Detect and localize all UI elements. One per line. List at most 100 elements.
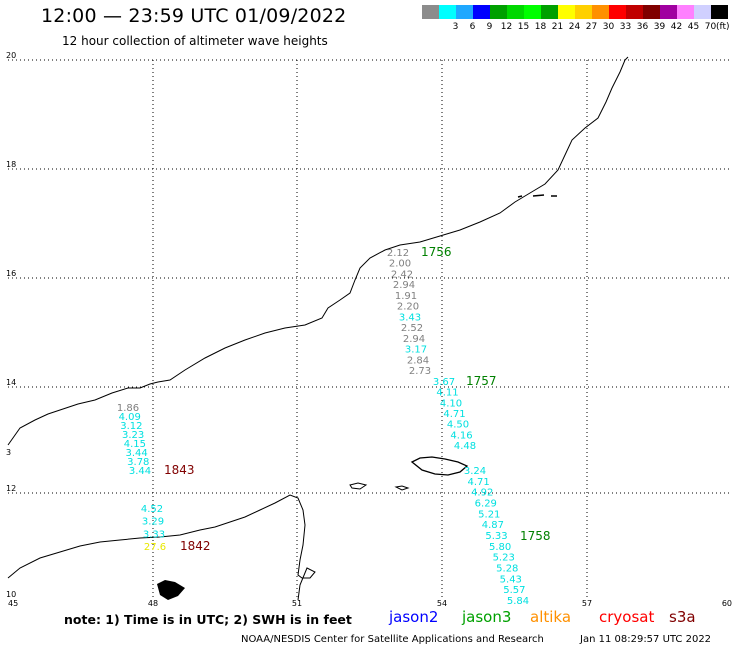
page-subtitle: 12 hour collection of altimeter wave hei… <box>62 34 328 48</box>
legend-label: 24 <box>568 22 581 32</box>
legend-label: 27 <box>585 22 598 32</box>
lon-tick-label: 48 <box>148 599 158 608</box>
wave-height-value: 3.29 <box>142 517 164 528</box>
lat-tick-label: 3 <box>6 448 11 457</box>
wave-height-value: 2.20 <box>397 302 419 313</box>
legend-label: 18 <box>534 22 547 32</box>
wave-height-value: 3.17 <box>405 345 427 356</box>
wave-height-value: 4.92 <box>471 488 493 499</box>
legend-label: 21 <box>551 22 564 32</box>
wave-height-value: 2.12 <box>387 248 409 259</box>
pass-time-label: 1843 <box>164 463 195 477</box>
legend-label: 12 <box>500 22 513 32</box>
legend-swatch <box>541 5 558 19</box>
axis-labels: 45 48 51 54 57 60 10 12 14 16 18 20 3 <box>6 51 732 608</box>
altimeter-track: 4.52 3.293.33 27.6 1842 <box>141 504 211 553</box>
wave-height-value: 5.80 <box>489 542 511 553</box>
altimeter-track: 2.122.002.422.941.912.203.432.522.943.17… <box>387 245 452 377</box>
altimeter-track: 3.244.714.926.295.214.875.335.805.235.28… <box>464 466 551 607</box>
wave-height-value: 4.71 <box>467 477 489 488</box>
lon-tick-label: 57 <box>582 599 592 608</box>
lat-tick-label: 20 <box>6 51 16 60</box>
wave-height-value: 4.50 <box>447 420 469 431</box>
credit-text: NOAA/NESDIS Center for Satellite Applica… <box>241 634 544 645</box>
island-socotra <box>410 456 469 476</box>
legend-swatch <box>558 5 575 19</box>
lat-tick-label: 18 <box>6 160 16 169</box>
wave-height-value: 3.12 <box>120 421 142 432</box>
color-legend: 3 6 9 12 15 18 21 24 27 30 33 36 39 42 45 70 (ft) <box>422 5 740 35</box>
altimeter-track: 3.674.114.104.714.504.164.48 1757 <box>433 374 497 452</box>
legend-swatch <box>439 5 456 19</box>
legend-swatch <box>422 5 439 19</box>
wave-height-value: 5.43 <box>500 574 522 585</box>
legend-swatch <box>694 5 711 19</box>
legend-label: 9 <box>486 22 493 32</box>
coastline <box>7 56 629 601</box>
wave-height-value: 3.67 <box>433 377 455 388</box>
wave-height-value: 2.73 <box>409 366 431 377</box>
wave-height-value: 2.52 <box>401 323 423 334</box>
legend-swatch <box>490 5 507 19</box>
legend-swatch <box>575 5 592 19</box>
wave-height-value: 3.44 <box>125 448 147 459</box>
legend-swatch <box>677 5 694 19</box>
coastline-arabia <box>7 56 629 446</box>
legend-label: 6 <box>469 22 476 32</box>
legend-label: 36 <box>636 22 649 32</box>
wave-height-value: 2.00 <box>389 259 411 270</box>
lat-lon-grid <box>8 59 732 599</box>
wave-height-value: 1.91 <box>395 291 417 302</box>
lat-tick-label: 10 <box>6 590 16 599</box>
wave-height-value: 1.86 <box>117 403 139 414</box>
legend-label: 15 <box>517 22 530 32</box>
sat-cryosat: cryosat <box>599 608 655 626</box>
wave-height-value: 5.21 <box>478 509 500 520</box>
legend-swatch <box>524 5 541 19</box>
wave-height-value: 5.23 <box>493 553 515 564</box>
legend-swatch <box>507 5 524 19</box>
wave-height-value: 3.44 <box>129 466 151 477</box>
footer-note: note: 1) Time is in UTC; 2) SWH is in fe… <box>64 612 352 627</box>
wave-height-value: 2.94 <box>403 334 425 345</box>
lon-tick-label: 51 <box>292 599 302 608</box>
wave-height-value: 3.43 <box>399 312 421 323</box>
wave-height-value: 5.57 <box>503 585 525 596</box>
islands-kuria-muria <box>517 194 557 198</box>
wave-height-value: 6.29 <box>475 499 497 510</box>
legend-swatch <box>456 5 473 19</box>
wave-height-value: 4.48 <box>454 441 476 452</box>
pass-time-label: 1842 <box>180 539 211 553</box>
lon-tick-label: 60 <box>722 599 732 608</box>
wave-height-value: 4.11 <box>436 388 458 399</box>
page-title: 12:00 — 23:59 UTC 01/09/2022 <box>41 5 347 27</box>
lat-tick-label: 12 <box>6 484 16 493</box>
lat-tick-label: 14 <box>6 378 16 387</box>
legend-label: 39 <box>653 22 666 32</box>
legend-unit: (ft) <box>716 22 730 32</box>
wave-height-map: 2.122.002.422.941.912.203.432.522.943.17… <box>6 51 732 608</box>
wave-height-value: 4.87 <box>482 520 504 531</box>
legend-label: 33 <box>619 22 632 32</box>
coast-somalia-blob <box>157 580 185 600</box>
coastline-africa <box>7 494 316 601</box>
wave-height-value: 4.15 <box>124 439 146 450</box>
wave-height-value: 4.09 <box>119 412 141 423</box>
wave-height-value: 3.23 <box>122 430 144 441</box>
altimeter-track: 1.864.093.123.234.153.443.783.44 1843 <box>117 403 195 477</box>
generated-timestamp: Jan 11 08:29:57 UTC 2022 <box>580 634 712 645</box>
wave-height-value: 2.84 <box>407 355 429 366</box>
sat-altika: altika <box>530 608 572 626</box>
legend-swatch <box>473 5 490 19</box>
wave-height-value: 5.84 <box>507 596 529 607</box>
sat-jason2: jason2 <box>389 608 439 626</box>
wave-height-value: 3.33 <box>143 529 165 540</box>
wave-height-value: 3.78 <box>127 457 149 468</box>
wave-height-value: 4.10 <box>440 398 462 409</box>
island-small <box>394 485 410 491</box>
legend-label: 42 <box>670 22 683 32</box>
legend-swatch <box>660 5 677 19</box>
lon-tick-label: 45 <box>8 599 18 608</box>
wave-height-value: 2.42 <box>391 270 413 281</box>
wave-height-value: 4.71 <box>443 409 465 420</box>
